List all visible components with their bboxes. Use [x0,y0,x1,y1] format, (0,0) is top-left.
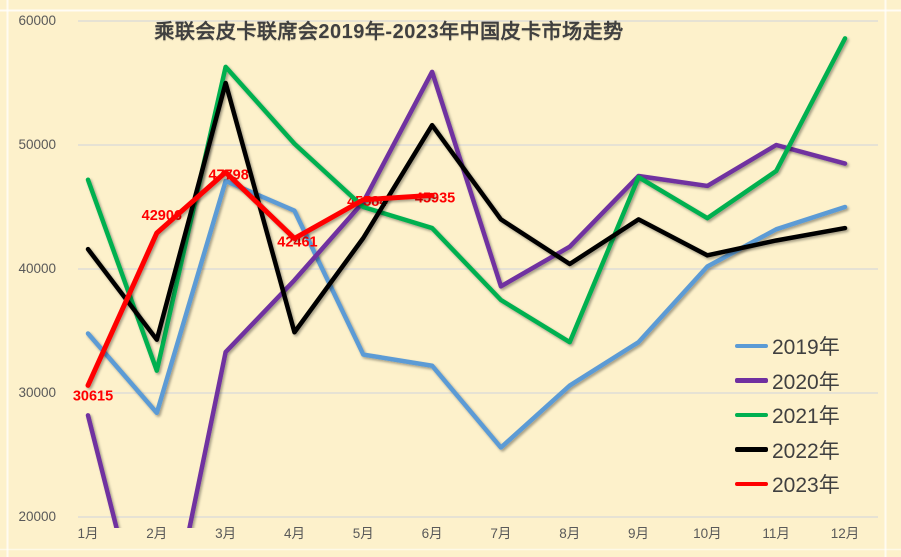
x-tick-10月: 10月 [693,526,722,541]
x-tick-4月: 4月 [283,526,305,541]
x-tick-2月: 2月 [146,526,168,541]
x-tick-8月: 8月 [559,526,581,541]
x-tick-3月: 3月 [215,526,237,541]
y-tick-50000: 50000 [18,137,56,152]
legend-swatch-icon [735,447,768,452]
legend-swatch-icon [735,378,768,383]
legend-item-2020年: 2020年 [735,368,885,394]
series-line-2022年 [85,80,848,342]
legend-item-2019年: 2019年 [735,333,885,359]
series-line-2019年 [85,178,848,450]
y-tick-30000: 30000 [18,385,56,400]
series-line-2023年 [85,169,435,388]
legend-item-2022年: 2022年 [735,437,885,463]
series-line-2020年 [85,69,848,528]
x-tick-6月: 6月 [421,526,443,541]
legend-label: 2020年 [772,370,840,394]
legend-label: 2019年 [772,336,840,359]
x-tick-5月: 5月 [352,526,374,541]
legend-label: 2023年 [772,474,840,497]
y-tick-20000: 20000 [18,509,56,524]
data-label-2023-1月: 30615 [73,388,113,404]
legend-label: 2021年 [772,405,840,428]
x-tick-12月: 12月 [830,526,860,541]
legend-swatch-icon [735,481,768,487]
chart-legend: 2019年 2020年 2021年 2022年 2023年 [735,333,885,497]
x-tick-11月: 11月 [762,526,790,541]
y-tick-40000: 40000 [18,261,56,276]
legend-swatch-icon [735,343,768,349]
legend-item-2021年: 2021年 [735,402,885,428]
x-tick-1月: 1月 [77,526,99,541]
legend-item-2023年: 2023年 [735,471,885,497]
chart-title: 乘联会皮卡联席会2019年-2023年中国皮卡市场走势 [154,21,624,43]
legend-label: 2022年 [772,439,840,463]
x-tick-9月: 9月 [628,526,650,541]
y-tick-60000: 60000 [18,13,56,28]
x-tick-7月: 7月 [490,526,512,541]
legend-swatch-icon [735,412,768,418]
data-label-2023-4月: 42461 [277,234,317,250]
